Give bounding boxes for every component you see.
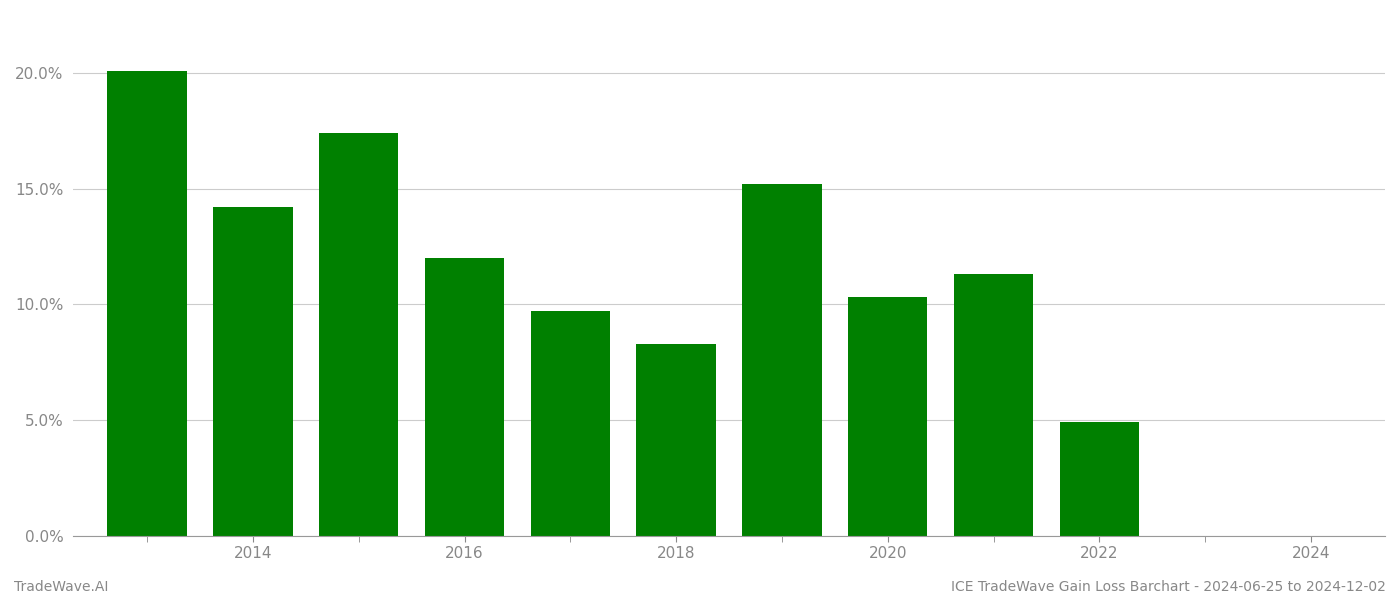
Bar — [319, 133, 399, 536]
Bar — [531, 311, 610, 536]
Bar — [953, 274, 1033, 536]
Bar — [637, 344, 715, 536]
Bar — [1060, 422, 1140, 536]
Bar — [424, 258, 504, 536]
Bar — [108, 71, 186, 536]
Bar — [742, 184, 822, 536]
Bar — [213, 207, 293, 536]
Text: TradeWave.AI: TradeWave.AI — [14, 580, 108, 594]
Text: ICE TradeWave Gain Loss Barchart - 2024-06-25 to 2024-12-02: ICE TradeWave Gain Loss Barchart - 2024-… — [951, 580, 1386, 594]
Bar — [848, 297, 927, 536]
